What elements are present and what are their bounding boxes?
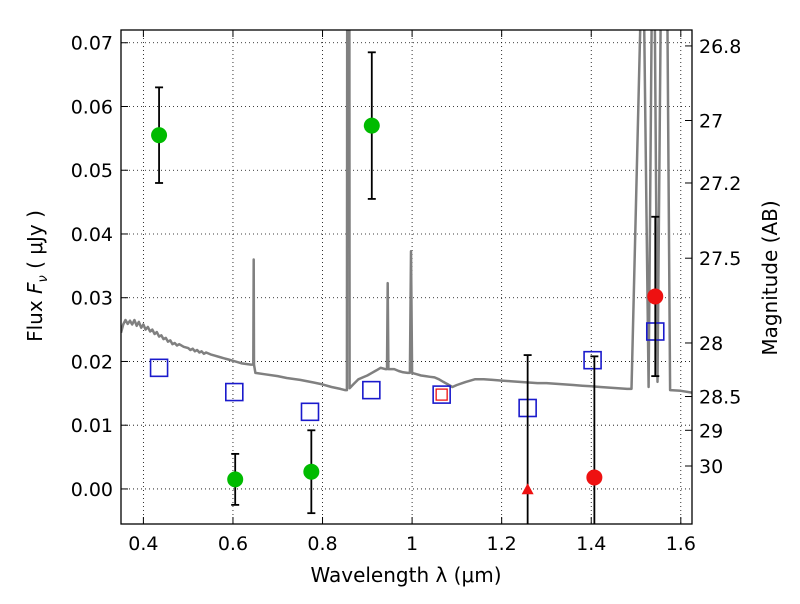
x-tick-label: 1.2 [487, 533, 517, 555]
upper-limit-point [521, 483, 534, 495]
mag-tick-label: 29 [699, 420, 723, 442]
model-photometry-point [225, 382, 244, 402]
mag-tick-label: 27 [699, 111, 723, 133]
model-photometry-point [300, 402, 320, 422]
axes: 0.4 0.6 0.8 1 1.2 1.4 1.6 0.00 0.01 0.02 0.03 0.04 0… [71, 29, 741, 555]
mag-tick-label: 28 [699, 333, 723, 355]
nondetection-point [586, 469, 603, 486]
x-tick-label: 0.4 [128, 533, 158, 555]
y-tick-label: 0.06 [71, 96, 113, 118]
y-tick-label: 0.03 [71, 288, 113, 310]
mag-tick-label: 28.5 [699, 387, 741, 409]
model-photometry-point [583, 350, 602, 370]
y-axis-label: Flux Fν ( μJy ) [23, 210, 51, 342]
model-photometry-point [432, 385, 451, 404]
model-photometry-inner-point [435, 388, 448, 401]
model-spectrum-line [121, 30, 692, 394]
y-axis-label-prefix: Flux [23, 294, 47, 342]
detection-point [363, 117, 380, 134]
y-axis-label-subscript: ν [36, 275, 51, 282]
y-tick-label: 0.04 [71, 224, 113, 246]
y-axis-label-symbol: F [23, 282, 47, 294]
x-axis-label: Wavelength λ (μm) [310, 563, 501, 587]
y-tick-label: 0.02 [71, 351, 113, 373]
y-tick-label: 0.01 [71, 415, 113, 437]
y-tick-label: 0.00 [71, 479, 113, 501]
plot-frame [120, 29, 693, 525]
y2-axis-label: Magnitude (AB) [758, 200, 782, 355]
x-tick-label: 1 [406, 533, 418, 555]
mag-tick-label: 27.2 [699, 173, 741, 195]
mag-tick-label: 26.8 [699, 36, 741, 58]
mag-tick-label: 30 [699, 456, 723, 478]
detection-point [227, 471, 244, 488]
mag-tick-label: 27.5 [699, 248, 741, 270]
grid [121, 30, 692, 524]
y-axis-label-suffix: ( μJy ) [23, 210, 47, 275]
detection-point [151, 127, 168, 144]
y-tick-label: 0.05 [71, 160, 113, 182]
x-tick-label: 0.8 [307, 533, 337, 555]
model-photometry-point [362, 380, 381, 400]
nondetection-point [647, 288, 664, 305]
x-tick-label: 0.6 [218, 533, 248, 555]
detection-point [303, 463, 320, 480]
model-photometry-point [149, 358, 169, 378]
x-tick-label: 1.6 [666, 533, 696, 555]
x-tick-label: 1.4 [576, 533, 606, 555]
y-tick-label: 0.07 [71, 33, 113, 55]
plot-area [121, 30, 692, 524]
